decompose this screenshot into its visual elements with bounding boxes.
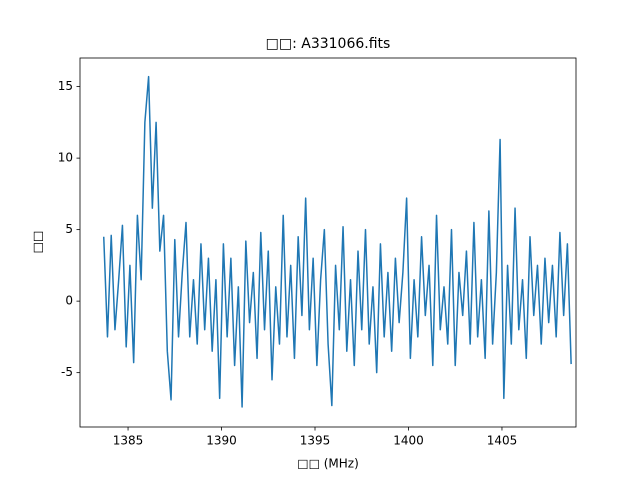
- x-axis-label: □□ (MHz): [297, 457, 359, 471]
- plot-frame: [79, 57, 577, 428]
- x-tick-label: 1385: [113, 434, 144, 448]
- y-tick-label: 15: [58, 79, 73, 93]
- x-tick-label: 1400: [393, 434, 424, 448]
- y-tick-label: 10: [58, 151, 73, 165]
- y-tick-label: 5: [65, 222, 73, 236]
- y-tick-label: -5: [61, 365, 73, 379]
- x-tick-label: 1395: [300, 434, 331, 448]
- x-tick-label: 1405: [487, 434, 518, 448]
- y-tick-label: 0: [65, 294, 73, 308]
- data-line: [102, 75, 572, 408]
- chart-title: □□: A331066.fits: [266, 36, 391, 52]
- x-tick-label: 1390: [206, 434, 237, 448]
- y-axis-label: □□: [31, 231, 45, 254]
